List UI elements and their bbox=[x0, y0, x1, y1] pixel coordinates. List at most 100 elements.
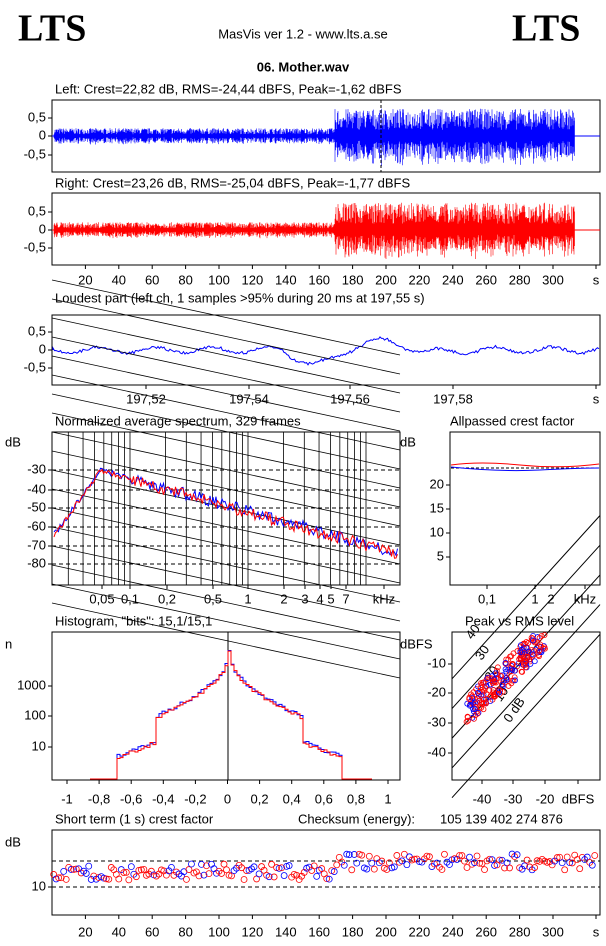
y-unit: dBFS bbox=[400, 636, 433, 651]
level-point bbox=[529, 637, 536, 644]
level-point bbox=[502, 660, 509, 666]
crest-point bbox=[258, 863, 265, 870]
x-tick-label: 280 bbox=[509, 924, 531, 939]
crest-point bbox=[588, 861, 596, 869]
level-point bbox=[480, 679, 487, 686]
x-tick-label: s bbox=[593, 391, 600, 406]
y-tick-label: 20 bbox=[430, 476, 444, 491]
level-point bbox=[522, 641, 528, 647]
x-tick-label: 240 bbox=[442, 924, 464, 939]
y-tick-label: -0,5 bbox=[24, 239, 46, 254]
crest-point bbox=[280, 872, 288, 879]
crest-point bbox=[243, 867, 250, 874]
level-point bbox=[527, 660, 534, 667]
plot-frame bbox=[451, 631, 601, 781]
x-tick-label: 180 bbox=[342, 924, 364, 939]
crest-point bbox=[105, 875, 113, 883]
x-tick-label: 0,1 bbox=[121, 591, 139, 606]
panel-title: Allpassed crest factor bbox=[450, 413, 575, 428]
level-point bbox=[528, 634, 535, 641]
crest-point bbox=[551, 857, 559, 865]
x-tick-label: 220 bbox=[409, 924, 431, 939]
level-point bbox=[464, 713, 471, 720]
crest-point bbox=[67, 866, 75, 873]
level-point bbox=[474, 695, 481, 702]
crest-point bbox=[132, 873, 140, 881]
x-tick-label: 60 bbox=[145, 924, 159, 939]
x-tick-label: 1 bbox=[384, 791, 391, 806]
crest-point bbox=[568, 859, 576, 867]
level-point bbox=[502, 666, 509, 673]
crest-point bbox=[488, 856, 496, 864]
crest-point bbox=[358, 851, 366, 859]
x-tick-label: kHz bbox=[574, 591, 596, 606]
slope-grid bbox=[51, 488, 401, 565]
crest-point bbox=[147, 867, 155, 875]
level-point bbox=[495, 686, 502, 693]
level-point bbox=[522, 658, 529, 665]
x-tick-label: 3 bbox=[301, 591, 308, 606]
crest-diagonal bbox=[451, 544, 601, 709]
y-unit: dB bbox=[5, 834, 21, 849]
y-tick-label: -0,5 bbox=[24, 146, 46, 161]
x-tick-label: 120 bbox=[242, 924, 264, 939]
crest-right bbox=[450, 462, 600, 468]
crest-point bbox=[363, 865, 371, 873]
level-point bbox=[499, 672, 506, 679]
level-point bbox=[529, 651, 536, 658]
x-tick-label: 0,4 bbox=[283, 791, 301, 806]
crest-point bbox=[185, 866, 193, 873]
crest-point bbox=[423, 852, 431, 860]
slope-grid bbox=[51, 355, 401, 432]
crest-point bbox=[250, 863, 258, 871]
x-tick-label: -0,6 bbox=[120, 791, 142, 806]
level-point bbox=[466, 696, 473, 702]
level-point bbox=[537, 641, 544, 648]
crest-point bbox=[55, 874, 63, 882]
x-tick-label: 4 bbox=[316, 591, 323, 606]
crest-point bbox=[348, 866, 356, 874]
x-tick-label: 0,05 bbox=[89, 591, 114, 606]
x-tick-label: 200 bbox=[375, 272, 397, 287]
crest-point bbox=[223, 866, 230, 874]
crest-point bbox=[183, 875, 190, 883]
logo-left: LTS bbox=[18, 8, 86, 50]
x-tick-label: 0,2 bbox=[158, 591, 176, 606]
crest-point bbox=[345, 851, 353, 859]
histogram bbox=[90, 650, 372, 780]
level-point bbox=[475, 692, 482, 699]
level-point bbox=[503, 656, 510, 663]
crest-point bbox=[130, 870, 138, 878]
crest-point bbox=[506, 864, 513, 872]
crest-point bbox=[122, 868, 130, 876]
crest-point bbox=[533, 857, 541, 865]
crest-point bbox=[107, 864, 115, 871]
x-tick-label: 220 bbox=[409, 272, 431, 287]
y-tick-label: -50 bbox=[27, 499, 46, 514]
x-tick-label: 280 bbox=[509, 272, 531, 287]
slope-grid bbox=[51, 526, 401, 603]
crest-point bbox=[200, 871, 208, 879]
spectrum bbox=[53, 468, 398, 559]
x-tick-label: 0,6 bbox=[315, 791, 333, 806]
app-title: MasVis ver 1.2 - www.lts.a.se bbox=[218, 26, 388, 41]
x-tick-label: 0 bbox=[224, 791, 231, 806]
slope-grid bbox=[51, 393, 401, 470]
x-tick-label: -1 bbox=[61, 791, 73, 806]
level-point bbox=[487, 692, 494, 699]
crest-point bbox=[561, 866, 569, 874]
level-point bbox=[494, 664, 501, 671]
crest-point bbox=[491, 862, 498, 869]
crest-point bbox=[325, 875, 333, 883]
level-point bbox=[469, 695, 476, 701]
level-point bbox=[536, 634, 543, 641]
level-point bbox=[475, 710, 482, 716]
crest-point bbox=[62, 875, 70, 883]
x-tick-label: s bbox=[593, 924, 600, 939]
crest-point bbox=[323, 875, 331, 883]
crest-point bbox=[558, 859, 566, 867]
level-point bbox=[480, 706, 487, 713]
x-tick-label: 197,52 bbox=[126, 391, 166, 406]
y-tick-label: 0,5 bbox=[28, 109, 46, 124]
y-tick-label: 10 bbox=[32, 738, 46, 753]
